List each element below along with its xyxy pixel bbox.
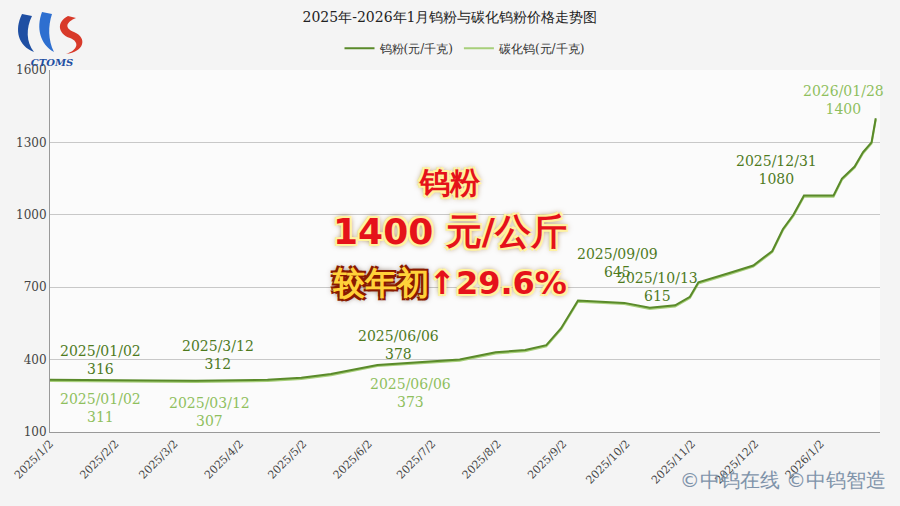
- svg-text:1300: 1300: [16, 136, 47, 150]
- svg-text:400: 400: [24, 353, 47, 367]
- svg-text:2025/03/12307: 2025/03/12307: [169, 395, 250, 429]
- svg-text:2025/8/2: 2025/8/2: [460, 438, 504, 482]
- svg-text:2025/9/2: 2025/9/2: [525, 438, 569, 482]
- svg-text:2025/1/2: 2025/1/2: [12, 438, 56, 482]
- svg-text:100: 100: [24, 425, 47, 439]
- svg-text:2025/2/2: 2025/2/2: [77, 438, 121, 482]
- svg-text:2025年-2026年1月钨粉与碳化钨粉价格走势图: 2025年-2026年1月钨粉与碳化钨粉价格走势图: [303, 9, 598, 25]
- svg-text:2025/3/12312: 2025/3/12312: [182, 338, 254, 372]
- svg-text:CTOMS: CTOMS: [31, 57, 73, 68]
- svg-text:2025/3/2: 2025/3/2: [136, 438, 180, 482]
- svg-text:2025/06/06373: 2025/06/06373: [370, 376, 451, 410]
- svg-text:2025/10/2: 2025/10/2: [583, 438, 632, 487]
- svg-text:2026/01/281400: 2026/01/281400: [803, 83, 884, 117]
- svg-text:2025/6/2: 2025/6/2: [331, 438, 375, 482]
- svg-text:碳化钨(元/千克): 碳化钨(元/千克): [498, 42, 584, 56]
- svg-text:2025/7/2: 2025/7/2: [394, 438, 438, 482]
- svg-text:2025/5/2: 2025/5/2: [265, 438, 309, 482]
- svg-text:钨粉(元/千克): 钨粉(元/千克): [379, 42, 453, 56]
- svg-text:2025/12/311080: 2025/12/311080: [736, 153, 817, 187]
- svg-text:1000: 1000: [16, 208, 47, 222]
- svg-text:2025/06/06378: 2025/06/06378: [358, 328, 439, 362]
- svg-text:2025/01/02311: 2025/01/02311: [60, 391, 141, 425]
- svg-text:700: 700: [24, 280, 47, 294]
- svg-text:2025/09/09645: 2025/09/09645: [577, 246, 658, 280]
- svg-text:2025/10/13615: 2025/10/13615: [617, 270, 698, 304]
- svg-text:2025/4/2: 2025/4/2: [202, 438, 246, 482]
- svg-text:2025/01/02316: 2025/01/02316: [60, 343, 141, 377]
